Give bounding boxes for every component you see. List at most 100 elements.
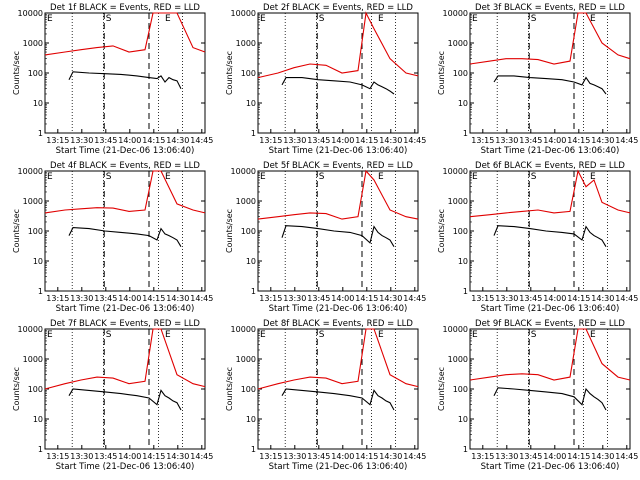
y-tick-label: 10	[33, 257, 43, 266]
region-label: E	[260, 14, 266, 24]
events-series-line	[493, 387, 607, 411]
x-tick-label: 14:00	[331, 136, 354, 145]
region-label: E	[378, 172, 384, 182]
region-label: E	[472, 330, 478, 340]
x-tick-label: 13:15	[471, 136, 494, 145]
lld-series-line	[469, 328, 631, 381]
x-axis-label: Start Time (21-Dec-06 13:06:40)	[481, 146, 620, 156]
y-tick-label: 100	[241, 69, 256, 78]
chart-title: Det 9f BLACK = Events, RED = LLD	[475, 319, 625, 329]
y-axis-label: Counts/sec	[437, 209, 446, 253]
x-tick-label: 14:15	[142, 136, 165, 145]
x-tick-label: 13:30	[283, 136, 306, 145]
y-tick-label: 10000	[443, 9, 468, 18]
x-tick-label: 14:30	[379, 294, 402, 303]
lld-series-line	[44, 328, 206, 390]
x-tick-label: 13:45	[94, 136, 117, 145]
y-tick-label: 10	[33, 415, 43, 424]
x-tick-label: 13:30	[70, 452, 93, 461]
region-label: S	[319, 330, 325, 340]
y-tick-label: 1000	[236, 39, 256, 48]
y-tick-label: 10	[458, 99, 468, 108]
region-label: E	[165, 14, 171, 24]
x-tick-label: 13:30	[495, 294, 518, 303]
x-axis-label: Start Time (21-Dec-06 13:06:40)	[269, 146, 408, 156]
y-tick-label: 100	[241, 227, 256, 236]
events-series-line	[68, 71, 182, 89]
chart-title: Det 4f BLACK = Events, RED = LLD	[50, 161, 200, 171]
lld-series-line	[44, 170, 206, 214]
region-label: E	[590, 172, 596, 182]
x-tick-label: 13:30	[495, 452, 518, 461]
plot-frame	[44, 328, 206, 450]
x-tick-label: 14:45	[403, 294, 426, 303]
chart-title: Det 8f BLACK = Events, RED = LLD	[263, 319, 413, 329]
events-series-line	[281, 388, 395, 411]
y-tick-label: 10000	[443, 167, 468, 176]
x-tick-label: 13:15	[259, 294, 282, 303]
y-tick-label: 100	[453, 227, 468, 236]
x-tick-label: 14:00	[118, 452, 141, 461]
x-tick-label: 14:45	[190, 452, 213, 461]
chart-title: Det 1f BLACK = Events, RED = LLD	[50, 3, 200, 13]
region-label: E	[260, 330, 266, 340]
x-tick-label: 14:15	[567, 452, 590, 461]
x-tick-label: 14:45	[615, 136, 638, 145]
region-label: S	[319, 172, 325, 182]
lld-series-line	[469, 12, 631, 65]
x-tick-label: 13:15	[259, 136, 282, 145]
x-tick-label: 14:00	[543, 294, 566, 303]
chart-title: Det 2f BLACK = Events, RED = LLD	[263, 3, 413, 13]
events-series-line	[281, 225, 395, 247]
y-axis-label: Counts/sec	[437, 367, 446, 411]
x-axis-label: Start Time (21-Dec-06 13:06:40)	[56, 462, 195, 472]
y-tick-label: 10000	[18, 9, 43, 18]
events-series-line	[493, 225, 607, 247]
x-tick-label: 14:30	[591, 452, 614, 461]
x-tick-label: 13:30	[70, 136, 93, 145]
y-tick-label: 1000	[236, 197, 256, 206]
x-tick-label: 13:30	[283, 452, 306, 461]
plot-frame	[469, 328, 631, 450]
x-tick-label: 13:15	[259, 452, 282, 461]
x-tick-label: 14:15	[142, 452, 165, 461]
x-tick-label: 13:15	[471, 452, 494, 461]
events-series-line	[281, 77, 395, 95]
x-axis-label: Start Time (21-Dec-06 13:06:40)	[269, 304, 408, 314]
y-tick-label: 1	[251, 129, 256, 138]
y-tick-label: 1	[251, 287, 256, 296]
plot-frame	[257, 328, 419, 450]
plot-frame	[44, 12, 206, 134]
region-label: S	[319, 14, 325, 24]
x-tick-label: 13:30	[70, 294, 93, 303]
y-tick-label: 1	[38, 287, 43, 296]
x-tick-label: 14:15	[567, 136, 590, 145]
chart-title: Det 5f BLACK = Events, RED = LLD	[263, 161, 413, 171]
y-tick-label: 10	[458, 415, 468, 424]
y-tick-label: 10	[246, 99, 256, 108]
y-tick-label: 1	[38, 129, 43, 138]
x-tick-label: 13:45	[94, 294, 117, 303]
y-tick-label: 1000	[23, 39, 43, 48]
x-tick-label: 14:45	[615, 294, 638, 303]
x-tick-label: 13:45	[94, 452, 117, 461]
region-label: S	[106, 172, 112, 182]
x-tick-label: 14:30	[166, 452, 189, 461]
x-tick-label: 14:30	[591, 136, 614, 145]
y-axis-label: Counts/sec	[225, 51, 234, 95]
y-tick-label: 1	[463, 287, 468, 296]
region-label: S	[531, 14, 537, 24]
y-tick-label: 1	[251, 445, 256, 454]
x-tick-label: 14:00	[118, 136, 141, 145]
region-label: S	[106, 330, 112, 340]
x-tick-label: 14:00	[543, 452, 566, 461]
y-tick-label: 10000	[443, 325, 468, 334]
y-axis-label: Counts/sec	[12, 51, 21, 95]
x-tick-label: 13:30	[495, 136, 518, 145]
region-label: E	[378, 330, 384, 340]
